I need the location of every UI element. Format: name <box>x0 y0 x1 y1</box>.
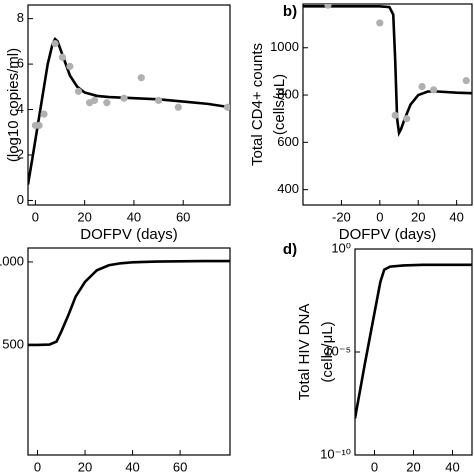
data-point <box>58 53 67 61</box>
data-point <box>137 74 145 82</box>
data-point <box>403 115 411 123</box>
y-axis-label: (cells/μL) <box>271 74 288 135</box>
data-point <box>103 99 111 107</box>
x-tick-label: 20 <box>78 459 92 474</box>
data-point <box>462 77 470 85</box>
y-tick-label: 0 <box>17 192 24 207</box>
x-tick-label: 0 <box>371 459 378 474</box>
y-tick-label: 6 <box>17 56 24 71</box>
data-point <box>376 19 384 27</box>
x-tick-label: 0 <box>376 209 383 224</box>
x-tick-label: 40 <box>445 459 459 474</box>
y-axis-label: (log10 copies/ml) <box>5 48 22 162</box>
plot-frame <box>27 247 231 456</box>
y-tick-label: 600 <box>277 134 299 149</box>
data-point <box>324 4 332 9</box>
plot-frame <box>302 3 473 206</box>
y-tick-label: 800 <box>277 86 299 101</box>
x-tick-label: 20 <box>77 209 91 224</box>
x-tick-label: 0 <box>34 459 41 474</box>
y-tick-label: 10⁰ <box>331 240 351 255</box>
panel: 02040605001000DOFPV (days) <box>0 247 231 474</box>
data-point <box>154 96 163 105</box>
x-tick-label: -20 <box>332 209 351 224</box>
data-layer <box>28 259 230 347</box>
data-point <box>74 87 83 95</box>
data-point <box>35 121 43 130</box>
y-axis-label: (cells/μL) <box>319 321 336 382</box>
x-tick-label: 60 <box>173 459 187 474</box>
y-tick-label: 8 <box>17 10 24 25</box>
panel: -20 0 20 40 400 600 800 1000 DOFPV (days) Total C… <box>249 3 473 243</box>
x-axis-label: DOFPV (days) <box>80 226 178 243</box>
x-tick-label: 40 <box>127 209 141 224</box>
y-tick-label: 10⁻⁵ <box>324 343 351 358</box>
data-point <box>223 103 230 111</box>
panel: 0 20 40 60 0 2 4 6 8 DOFPV (days) (log10 copies/ml… <box>5 4 231 243</box>
panel-label: b) <box>283 3 297 20</box>
y-tick-label: 10⁻¹⁰ <box>320 446 351 461</box>
x-axis-label: DOFPV (days) <box>339 226 437 243</box>
data-point <box>418 82 426 91</box>
data-point <box>90 96 99 105</box>
y-tick-label: 500 <box>2 336 24 351</box>
x-tick-label: 20 <box>411 209 425 224</box>
y-axis-label: Total CD4+ counts <box>249 43 266 166</box>
data-point <box>429 86 438 94</box>
plot-frame <box>27 4 231 206</box>
y-tick-label: 1000 <box>0 253 24 268</box>
x-tick-label: 40 <box>449 209 463 224</box>
x-tick-label: 20 <box>406 459 420 474</box>
model-line <box>28 259 230 347</box>
data-point <box>391 111 399 119</box>
y-axis-label: Total HIV DNA <box>296 304 313 401</box>
x-tick-label: 40 <box>125 459 139 474</box>
data-point <box>51 40 59 48</box>
data-point <box>120 94 128 102</box>
data-layer <box>355 263 472 419</box>
y-tick-label: 4 <box>17 101 24 116</box>
x-tick-label: 60 <box>176 209 190 224</box>
y-tick-label: 2 <box>17 146 24 161</box>
data-layer <box>28 37 230 185</box>
data-point <box>66 62 74 70</box>
model-line <box>303 5 472 138</box>
plot-frame <box>354 248 473 456</box>
y-tick-label: 1000 <box>270 39 299 54</box>
panel-label: d) <box>283 241 297 258</box>
x-tick-label: 0 <box>32 209 39 224</box>
data-point <box>40 110 48 118</box>
model-line <box>28 37 230 185</box>
model-line <box>355 263 472 419</box>
data-layer <box>303 4 472 138</box>
data-point <box>174 103 182 111</box>
y-tick-label: 400 <box>277 181 299 196</box>
